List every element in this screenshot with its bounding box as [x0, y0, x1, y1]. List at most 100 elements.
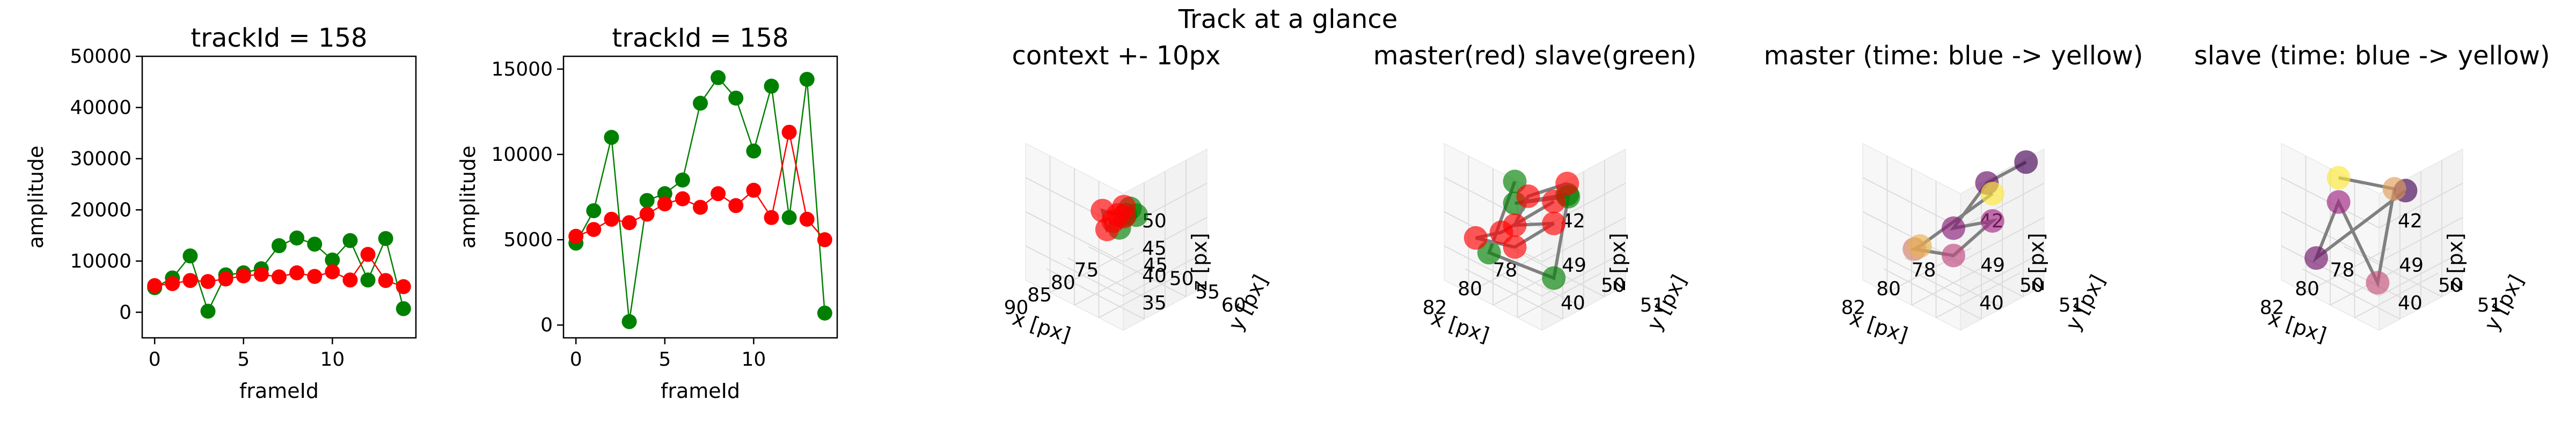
data-point	[289, 265, 305, 280]
data-point	[657, 196, 672, 212]
chart-title: master (time: blue -> yellow)	[1764, 41, 2143, 71]
x-axis-label: x [px]	[1009, 306, 1073, 347]
z-tick-label: 42	[2398, 210, 2423, 232]
data-point	[325, 252, 340, 268]
z-tick-label: 35	[1142, 292, 1167, 314]
data-point	[675, 191, 690, 206]
data-point	[586, 203, 602, 218]
z-tick-label: 40	[1979, 292, 2004, 314]
data-point	[2326, 190, 2351, 214]
grid-line	[1960, 217, 2045, 263]
figure-suptitle: Track at a glance	[1178, 4, 1398, 34]
data-point	[604, 211, 619, 227]
scatter3d-chart-2: master(red) slave(green)7880824950514042…	[1373, 41, 1696, 347]
data-point	[746, 182, 762, 198]
data-point	[1542, 211, 1566, 235]
z-tick-label: 40	[2398, 292, 2423, 314]
x-tick-label: 80	[1876, 278, 1901, 300]
y-tick-label: 50	[1169, 268, 1194, 290]
grid-line	[2379, 182, 2463, 228]
y-tick-label: 50	[1601, 275, 1626, 297]
data-point	[2326, 166, 2351, 190]
x-tick-label: 80	[1458, 278, 1482, 300]
x-tick-label: 0	[149, 349, 161, 371]
data-point	[728, 198, 744, 213]
x-tick-label: 10	[320, 349, 345, 371]
x-tick-label: 0	[570, 349, 582, 371]
data-point	[325, 264, 340, 279]
data-point	[781, 210, 797, 225]
data-point	[1091, 198, 1115, 223]
data-point	[1489, 220, 1513, 245]
chart-title: context +- 10px	[1012, 41, 1221, 71]
grid-line	[1883, 268, 1982, 320]
data-point	[289, 230, 305, 246]
chart-title: slave (time: blue -> yellow)	[2194, 41, 2550, 71]
data-point	[799, 211, 815, 227]
data-point	[639, 206, 655, 222]
data-point	[360, 272, 376, 288]
data-point	[764, 78, 779, 94]
scatter3d-chart-4: slave (time: blue -> yellow) 78 80 82 49 50 51…	[2194, 41, 2550, 347]
data-point	[236, 268, 251, 284]
data-point	[182, 248, 198, 264]
z-tick-label: 40	[1142, 265, 1167, 287]
y-axis-label: amplitude	[24, 145, 48, 248]
y-tick-label: 20000	[70, 199, 131, 221]
x-tick-label: 80	[1051, 272, 1075, 294]
grid-line	[1099, 272, 1183, 319]
data-point	[1908, 234, 1932, 258]
grid-line	[2379, 217, 2463, 263]
plot-frame	[141, 55, 417, 339]
x-axis-label: frameId	[661, 379, 740, 403]
y-tick-label: 40000	[70, 97, 131, 119]
grid-line	[2354, 272, 2439, 319]
data-point	[1463, 226, 1488, 250]
z-tick-label: 40	[1561, 292, 1585, 314]
grid-line	[1046, 268, 1145, 320]
data-point	[1516, 184, 1540, 208]
y-tick-label: 49	[1980, 254, 2005, 276]
x-tick-label: 82	[1841, 297, 1866, 319]
scatter3d-chart-3: master (time: blue -> yellow) 78 80 82 49 50 5…	[1764, 41, 2143, 347]
data-point	[817, 232, 832, 248]
data-point	[378, 273, 393, 289]
data-point	[2304, 246, 2328, 270]
data-point	[1112, 195, 1136, 219]
data-point	[621, 215, 637, 231]
data-point	[253, 267, 269, 282]
y-tick-label: 60	[1221, 294, 1246, 316]
data-point	[200, 304, 216, 319]
data-point	[218, 271, 233, 287]
data-point	[182, 273, 198, 289]
grid-line	[1123, 217, 1208, 263]
data-point	[586, 221, 602, 237]
data-point	[1980, 209, 2004, 233]
data-point	[307, 236, 323, 252]
y-tick-label: 15000	[491, 58, 553, 80]
y-tick-label: 0	[540, 314, 553, 336]
y-tick-label: 50	[2438, 275, 2463, 297]
scatter3d-chart-1: context +- 10px758085904550556035404550x…	[1004, 41, 1272, 347]
x-axis-label: frameId	[239, 379, 319, 403]
data-point	[1542, 189, 1566, 213]
data-point	[200, 274, 216, 289]
data-point	[621, 314, 637, 329]
grid-line	[1862, 177, 1961, 228]
data-point	[396, 279, 411, 294]
y-tick-label: 50	[2019, 275, 2044, 297]
grid-line	[1517, 272, 1601, 319]
z-tick-label: 45	[1142, 238, 1167, 260]
data-point	[639, 193, 655, 208]
chart-title: master(red) slave(green)	[1373, 41, 1696, 71]
data-point	[2366, 271, 2390, 295]
data-point	[1980, 182, 2004, 205]
data-point	[1555, 172, 1579, 196]
data-point	[711, 70, 726, 85]
y-tick-label: 51	[2477, 294, 2502, 316]
x-axis-label: x [px]	[2265, 306, 2329, 347]
y-tick-label: 45	[1143, 254, 1168, 276]
data-point	[711, 186, 726, 202]
